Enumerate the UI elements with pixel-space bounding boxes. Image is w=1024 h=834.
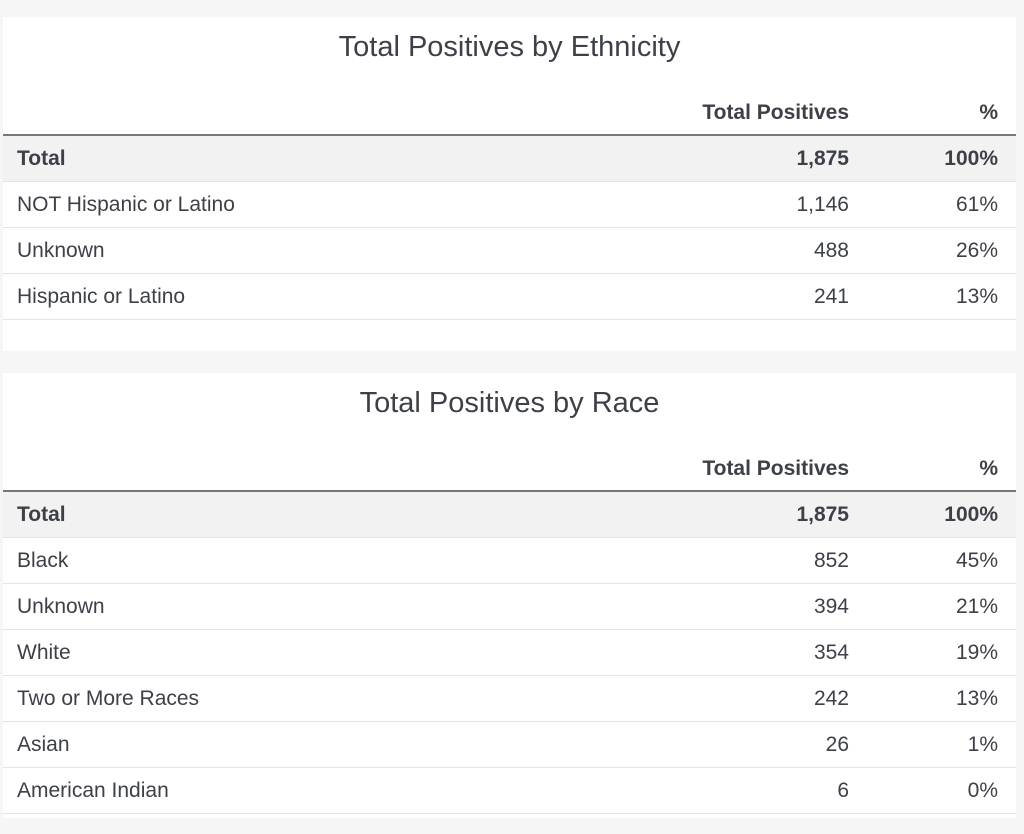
row-total-positives: 852 [813,549,849,572]
row-label: White [17,641,71,664]
row-total-positives: 1,875 [796,503,849,526]
table-row: Unknown 394 21% [3,584,1016,630]
column-header-percent: % [849,67,1016,136]
row-percent: 26% [955,239,998,262]
table-row: Black 852 45% [3,538,1016,584]
row-percent: 100% [944,147,998,170]
ethnicity-table-card: Total Positives by Ethnicity Total Posit… [3,17,1016,351]
row-total-positives: 354 [813,641,849,664]
row-total-positives: 242 [813,687,849,710]
row-label: Total [17,503,66,526]
table-row: Asian 26 1% [3,722,1016,768]
table-row: NOT Hispanic or Latino 1,146 61% [3,182,1016,228]
row-label: Hispanic or Latino [17,285,186,308]
row-percent: 61% [955,193,998,216]
row-percent: 100% [944,503,998,526]
row-total-positives: 6 [837,779,849,802]
column-header-category [3,423,619,492]
table-row: Hispanic or Latino 241 13% [3,274,1016,320]
row-label: Total [17,147,66,170]
table-row: American Indian 6 0% [3,768,1016,814]
ethnicity-header-row: Total Positives % [3,67,1016,136]
row-total-positives: 488 [813,239,849,262]
row-percent: 19% [955,641,998,664]
row-label: Asian [17,733,70,756]
row-total-positives: 1,875 [796,147,849,170]
race-table-title: Total Positives by Race [359,387,660,419]
table-row: Two or More Races 242 13% [3,676,1016,722]
table-row: Unknown 488 26% [3,228,1016,274]
race-table-card: Total Positives by Race Total Positives … [3,373,1016,818]
row-percent: 13% [955,285,998,308]
row-label: Black [17,549,69,572]
row-label: NOT Hispanic or Latino [17,193,235,216]
row-total-positives: 1,146 [796,193,849,216]
column-header-total-positives: Total Positives [619,423,849,492]
row-percent: 45% [955,549,998,572]
row-label: Unknown [17,595,105,618]
row-total-positives: 26 [825,733,849,756]
row-total-positives: 394 [813,595,849,618]
race-header-row: Total Positives % [3,423,1016,492]
ethnicity-table: Total Positives % Total 1,875 100% NOT H… [3,67,1016,320]
row-total-positives: 241 [813,285,849,308]
row-percent: 1% [967,733,998,756]
column-header-total-positives: Total Positives [619,67,849,136]
total-row: Total 1,875 100% [3,135,1016,182]
row-label: American Indian [17,779,169,802]
ethnicity-table-title: Total Positives by Ethnicity [338,31,681,63]
row-percent: 0% [967,779,998,802]
table-row: White 354 19% [3,630,1016,676]
row-percent: 13% [955,687,998,710]
row-label: Two or More Races [17,687,200,710]
column-header-percent: % [849,423,1016,492]
column-header-category [3,67,619,136]
race-table: Total Positives % Total 1,875 100% Black… [3,423,1016,814]
row-percent: 21% [955,595,998,618]
row-label: Unknown [17,239,105,262]
total-row: Total 1,875 100% [3,491,1016,538]
